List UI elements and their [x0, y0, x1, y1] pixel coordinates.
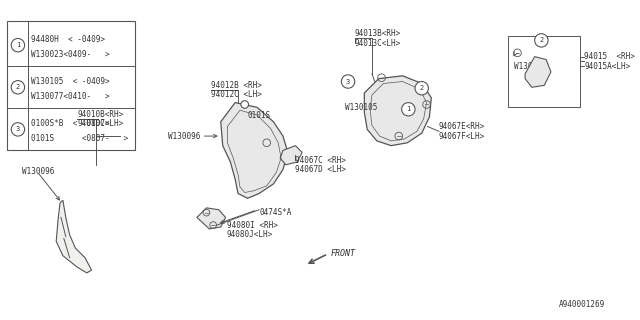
Text: FRONT: FRONT — [331, 249, 356, 258]
Bar — [508, 36, 580, 108]
Text: W130096: W130096 — [22, 167, 54, 176]
Circle shape — [534, 34, 548, 47]
Text: 94067C <RH>: 94067C <RH> — [296, 156, 346, 164]
Text: 94012C <LH>: 94012C <LH> — [211, 91, 262, 100]
Text: 1: 1 — [16, 42, 20, 48]
Circle shape — [12, 38, 24, 52]
Text: W130023<0409-   >: W130023<0409- > — [31, 50, 110, 59]
Text: W130078: W130078 — [514, 62, 546, 71]
Circle shape — [402, 103, 415, 116]
Text: 94067D <LH>: 94067D <LH> — [296, 165, 346, 174]
Text: W130077<0410-   >: W130077<0410- > — [31, 92, 110, 101]
Circle shape — [241, 101, 248, 108]
Text: 94080I <RH>: 94080I <RH> — [227, 220, 277, 229]
Polygon shape — [56, 200, 92, 273]
Text: 94067E<RH>: 94067E<RH> — [439, 122, 485, 131]
Circle shape — [12, 123, 24, 136]
Text: 2: 2 — [420, 85, 424, 91]
Circle shape — [341, 75, 355, 88]
Text: 0474S*A: 0474S*A — [259, 208, 291, 217]
Polygon shape — [525, 57, 551, 87]
Polygon shape — [221, 103, 288, 198]
Polygon shape — [197, 208, 225, 229]
Text: 94480H  < -0409>: 94480H < -0409> — [31, 35, 106, 44]
Polygon shape — [280, 146, 302, 165]
Polygon shape — [364, 76, 431, 146]
Text: 94067F<LH>: 94067F<LH> — [439, 132, 485, 140]
Text: W130105  < -0409>: W130105 < -0409> — [31, 77, 110, 86]
Text: 0101S      <0807-   >: 0101S <0807- > — [31, 134, 129, 143]
Text: 94015  <RH>: 94015 <RH> — [584, 52, 636, 61]
Text: W130105: W130105 — [345, 103, 378, 112]
Bar — [8, 21, 134, 150]
Text: 3: 3 — [346, 78, 350, 84]
Text: 2: 2 — [16, 84, 20, 90]
Text: 94010B<RH>: 94010B<RH> — [77, 109, 124, 119]
Text: 94010C<LH>: 94010C<LH> — [77, 119, 124, 128]
Text: 94013B<RH>: 94013B<RH> — [355, 29, 401, 38]
Text: 1: 1 — [406, 106, 410, 112]
Text: 94080J<LH>: 94080J<LH> — [227, 230, 273, 239]
Text: 2: 2 — [540, 37, 543, 44]
Circle shape — [415, 82, 428, 95]
Text: A940001269: A940001269 — [559, 300, 605, 309]
Text: 3: 3 — [16, 126, 20, 132]
Text: 0101S: 0101S — [248, 110, 271, 120]
Text: 0100S*B  < -0807>: 0100S*B < -0807> — [31, 119, 110, 128]
Text: W130096: W130096 — [168, 132, 200, 140]
Circle shape — [12, 81, 24, 94]
Text: 94015A<LH>: 94015A<LH> — [584, 62, 630, 71]
Text: 94013C<LH>: 94013C<LH> — [355, 39, 401, 48]
Text: 94012B <RH>: 94012B <RH> — [211, 81, 262, 90]
